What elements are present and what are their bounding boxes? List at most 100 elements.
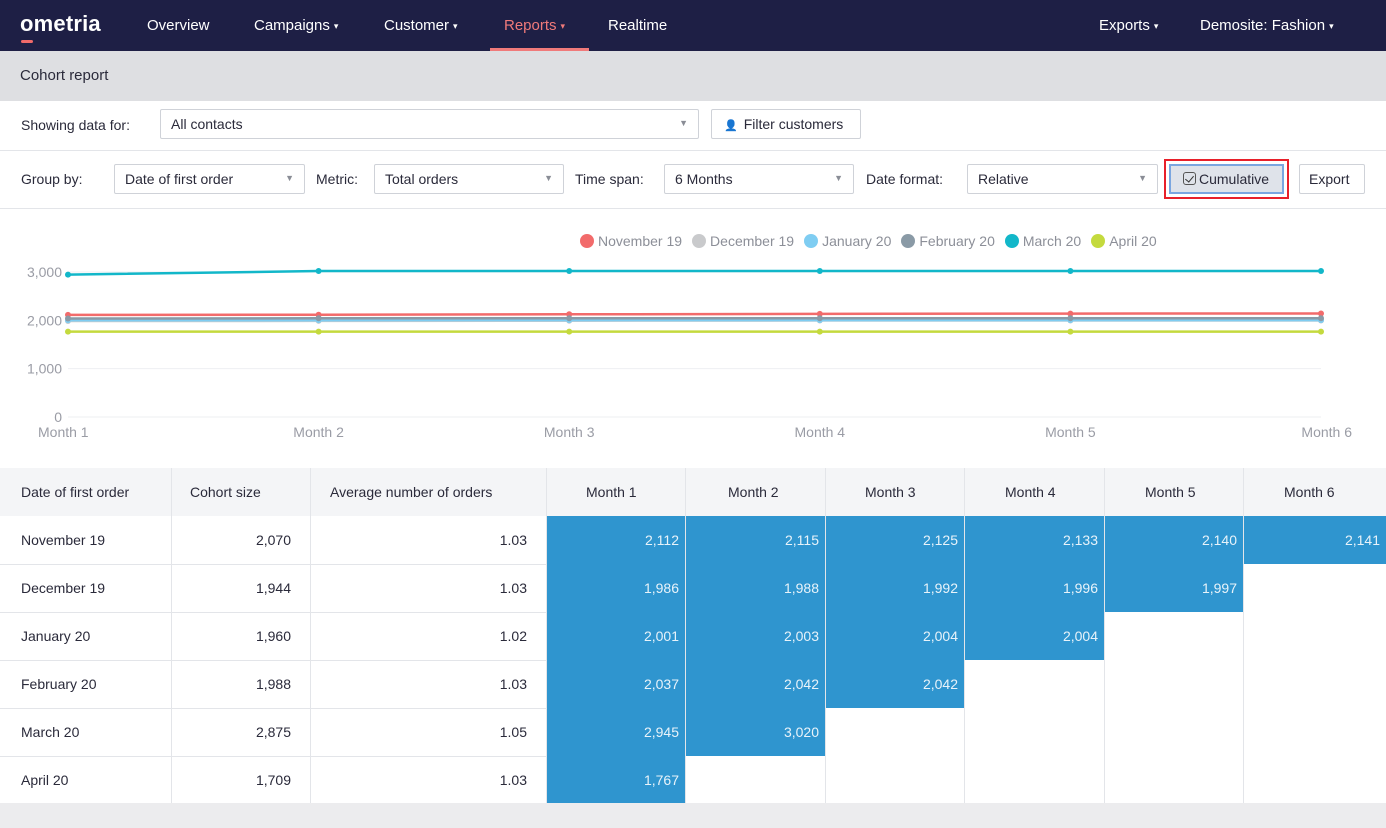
contacts-select[interactable]: All contacts ▼ [160, 109, 699, 139]
data-point [315, 328, 322, 335]
nav-reports[interactable]: Reports ▾ [504, 17, 566, 34]
data-point [566, 315, 573, 322]
legend-item[interactable]: December 19 [692, 231, 794, 251]
nav-overview[interactable]: Overview [147, 17, 210, 34]
time-span-select[interactable]: 6 Months ▼ [664, 164, 854, 194]
header-month-6[interactable]: Month 6 [1284, 484, 1335, 500]
average-orders-cell: 1.03 [499, 676, 527, 692]
legend-dot-icon [804, 234, 819, 248]
table-row: December 19 1,944 1.03 1,986 1,988 1,992 1,996… [0, 564, 1386, 612]
legend-item[interactable]: November 19 [580, 231, 682, 251]
legend-item[interactable]: February 20 [901, 231, 995, 251]
filter-customers-button[interactable]: 👤 Filter customers [711, 109, 861, 139]
legend-item[interactable]: March 20 [1004, 231, 1081, 251]
data-point [1318, 328, 1324, 335]
chevron-down-icon: ▾ [1329, 20, 1334, 31]
data-point [1067, 328, 1074, 335]
cohort-size-cell: 2,070 [255, 532, 291, 548]
nav-customer[interactable]: Customer ▾ [384, 17, 458, 34]
month-value-cell: 2,004 [826, 612, 964, 660]
metric-label: Metric: [316, 171, 358, 187]
group-by-select[interactable]: Date of first order ▼ [114, 164, 305, 194]
chevron-down-icon: ▾ [1153, 20, 1159, 31]
date-format-label: Date format: [866, 171, 944, 187]
chevron-down-icon: ▼ [834, 173, 843, 183]
legend-item[interactable]: January 20 [804, 231, 891, 251]
cumulative-highlight: Cumulative [1164, 159, 1289, 199]
data-point [65, 271, 71, 278]
x-tick-label: Month 2 [293, 424, 344, 440]
data-point [566, 328, 573, 335]
data-point [1318, 268, 1324, 275]
data-point [65, 328, 71, 335]
table-row: February 20 1,988 1.03 2,037 2,042 2,042 [0, 660, 1386, 708]
month-value-cell: 2,141 [1244, 516, 1386, 564]
month-value-cell: 3,020 [686, 708, 825, 756]
cohort-name-cell: March 20 [21, 724, 80, 740]
chevron-down-icon: ▼ [679, 118, 688, 128]
series-line [67, 269, 1321, 276]
legend-label: December 19 [710, 233, 795, 249]
cohort-name-cell: November 19 [21, 532, 106, 548]
nav-realtime[interactable]: Realtime [608, 17, 668, 34]
cohort-size-cell: 1,944 [255, 580, 291, 596]
legend-dot-icon [1004, 234, 1019, 248]
column-divider [1104, 468, 1105, 804]
column-divider [685, 468, 686, 804]
data-point [1067, 315, 1074, 322]
header-month-2[interactable]: Month 2 [728, 484, 779, 500]
ometria-logo[interactable]: ometria [20, 11, 101, 43]
cohort-size-cell: 1,988 [255, 676, 291, 692]
month-value-cell: 1,988 [686, 564, 825, 612]
page-title: Cohort report [20, 67, 109, 84]
nav-site-selector[interactable]: Demosite: Fashion ▾ [1200, 17, 1334, 34]
export-button[interactable]: Export [1299, 164, 1365, 194]
month-value-cell: 2,112 [547, 516, 685, 564]
person-icon: 👤 [724, 120, 738, 132]
legend-dot-icon [1091, 234, 1106, 248]
legend-dot-icon [901, 234, 916, 248]
chevron-down-icon: ▾ [560, 20, 566, 31]
month-value-cell: 2,042 [686, 660, 825, 708]
header-month-3[interactable]: Month 3 [865, 484, 916, 500]
month-value-cell: 2,115 [686, 516, 825, 564]
month-value-cell: 2,037 [547, 660, 685, 708]
legend-label: April 20 [1109, 233, 1157, 249]
checkbox-icon [1183, 172, 1196, 185]
month-value-cell: 2,004 [965, 612, 1104, 660]
column-divider [964, 468, 965, 804]
cohort-name-cell: December 19 [21, 580, 106, 596]
active-nav-indicator [490, 48, 589, 51]
cohort-size-cell: 1,709 [255, 772, 291, 788]
table-row: April 20 1,709 1.03 1,767 [0, 756, 1386, 804]
data-point [65, 315, 71, 322]
header-month-1[interactable]: Month 1 [586, 484, 637, 500]
cumulative-toggle[interactable]: Cumulative [1169, 164, 1284, 194]
date-format-select[interactable]: Relative ▼ [967, 164, 1158, 194]
table-row: March 20 2,875 1.05 2,945 3,020 [0, 708, 1386, 756]
month-value-cell: 2,140 [1105, 516, 1243, 564]
nav-campaigns[interactable]: Campaigns ▾ [254, 17, 339, 34]
cohort-line-chart: 0 1,000 2,000 3,000 Month 1 Month 2 Month 3 Mon… [27, 264, 1352, 440]
header-month-4[interactable]: Month 4 [1005, 484, 1056, 500]
cohort-size-cell: 1,960 [255, 628, 291, 644]
group-by-label: Group by: [21, 171, 83, 187]
header-month-5[interactable]: Month 5 [1145, 484, 1196, 500]
header-date-of-first-order[interactable]: Date of first order [21, 484, 130, 500]
legend-label: January 20 [822, 233, 892, 249]
chevron-down-icon: ▼ [285, 173, 294, 183]
header-average-orders[interactable]: Average number of orders [330, 484, 493, 500]
column-divider [825, 468, 826, 804]
nav-exports[interactable]: Exports ▾ [1099, 17, 1159, 34]
legend-dot-icon [692, 234, 707, 248]
data-point [315, 268, 322, 275]
cohort-size-cell: 2,875 [255, 724, 291, 740]
average-orders-cell: 1.03 [499, 772, 527, 788]
data-point [816, 328, 823, 335]
legend-item[interactable]: April 20 [1091, 231, 1157, 251]
cohort-name-cell: February 20 [21, 676, 97, 692]
metric-select[interactable]: Total orders ▼ [374, 164, 564, 194]
data-point [816, 315, 823, 322]
month-value-cell: 1,992 [826, 564, 964, 612]
header-cohort-size[interactable]: Cohort size [190, 484, 261, 500]
